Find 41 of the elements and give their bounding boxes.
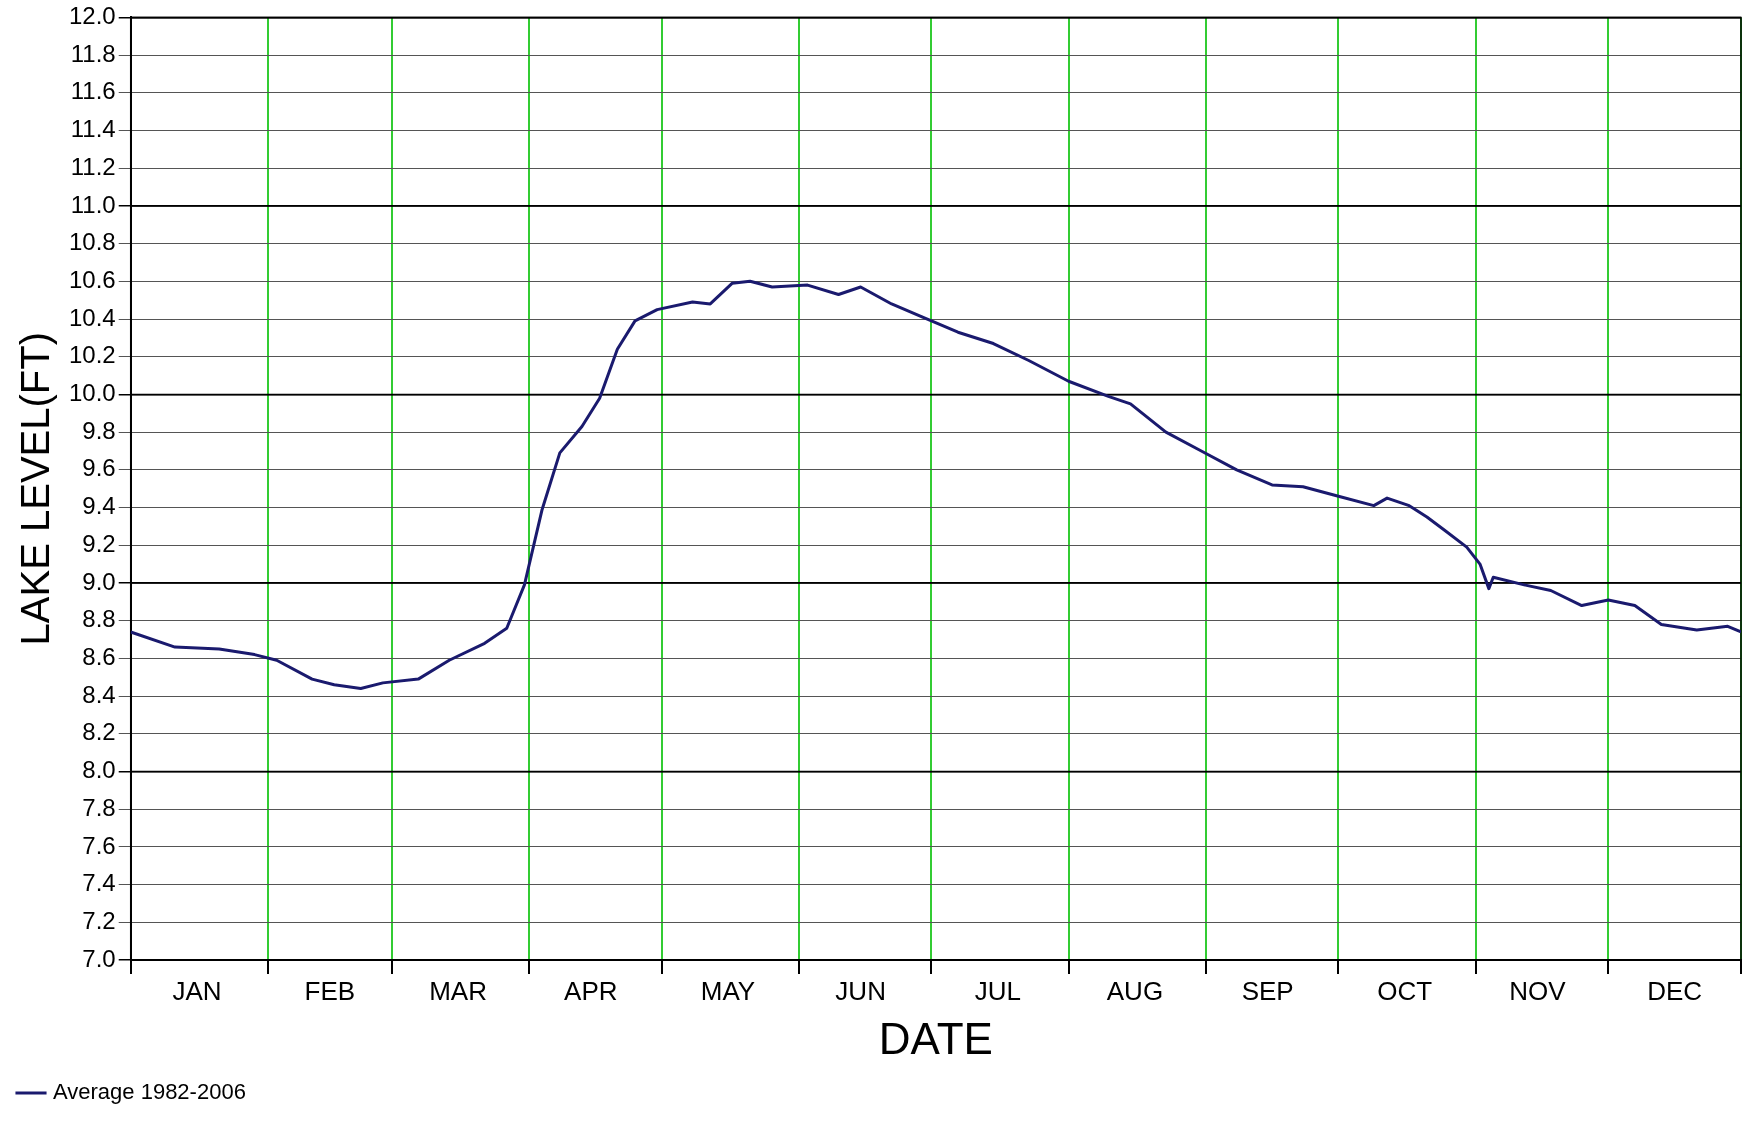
y-tick-label: 12.0 xyxy=(68,2,116,30)
y-tick-label: 11.2 xyxy=(70,152,116,180)
x-tick-label: JUN xyxy=(835,975,886,1006)
x-axis-title: DATE xyxy=(878,1013,993,1063)
y-tick-label: 11.0 xyxy=(70,190,116,218)
y-tick-label: 8.0 xyxy=(82,756,116,784)
x-tick-label: NOV xyxy=(1509,975,1567,1006)
y-tick-label: 10.8 xyxy=(68,228,116,256)
y-tick-label: 9.8 xyxy=(82,416,116,444)
y-tick-label: 10.4 xyxy=(68,303,116,331)
x-tick-label: APR xyxy=(564,975,618,1006)
y-tick-label: 7.4 xyxy=(82,869,116,897)
x-tick-label: FEB xyxy=(304,975,356,1006)
y-tick-label: 9.0 xyxy=(82,567,116,595)
x-tick-label: DEC xyxy=(1647,975,1703,1006)
y-tick-label: 7.8 xyxy=(82,793,116,821)
x-tick-label: MAR xyxy=(429,975,487,1006)
y-tick-label: 11.8 xyxy=(70,39,116,67)
y-tick-label: 8.2 xyxy=(82,718,116,746)
y-tick-label: 10.6 xyxy=(68,265,116,293)
x-tick-label: JAN xyxy=(172,975,222,1006)
legend-label: Average 1982-2006 xyxy=(53,1079,246,1105)
y-tick-label: 8.8 xyxy=(82,605,116,633)
y-tick-label: 10.0 xyxy=(68,379,116,407)
x-tick-label: AUG xyxy=(1106,975,1164,1006)
y-tick-label: 8.6 xyxy=(82,642,116,670)
y-tick-label: 10.2 xyxy=(68,341,116,369)
y-tick-label: 11.4 xyxy=(70,115,116,143)
x-tick-label: MAY xyxy=(700,975,756,1006)
y-tick-label: 9.6 xyxy=(82,454,116,482)
y-tick-label: 9.4 xyxy=(82,492,116,520)
y-tick-label: 7.2 xyxy=(82,906,116,934)
y-axis-title: LAKE LEVEL(FT) xyxy=(13,331,58,646)
y-tick-label: 9.2 xyxy=(82,529,116,557)
y-tick-label: 11.6 xyxy=(70,77,116,105)
x-tick-label: OCT xyxy=(1377,975,1433,1006)
x-tick-label: SEP xyxy=(1241,975,1294,1006)
y-tick-label: 8.4 xyxy=(82,680,116,708)
y-tick-label: 7.0 xyxy=(82,944,116,972)
y-tick-label: 7.6 xyxy=(82,831,116,859)
x-tick-label: JUL xyxy=(974,975,1021,1006)
